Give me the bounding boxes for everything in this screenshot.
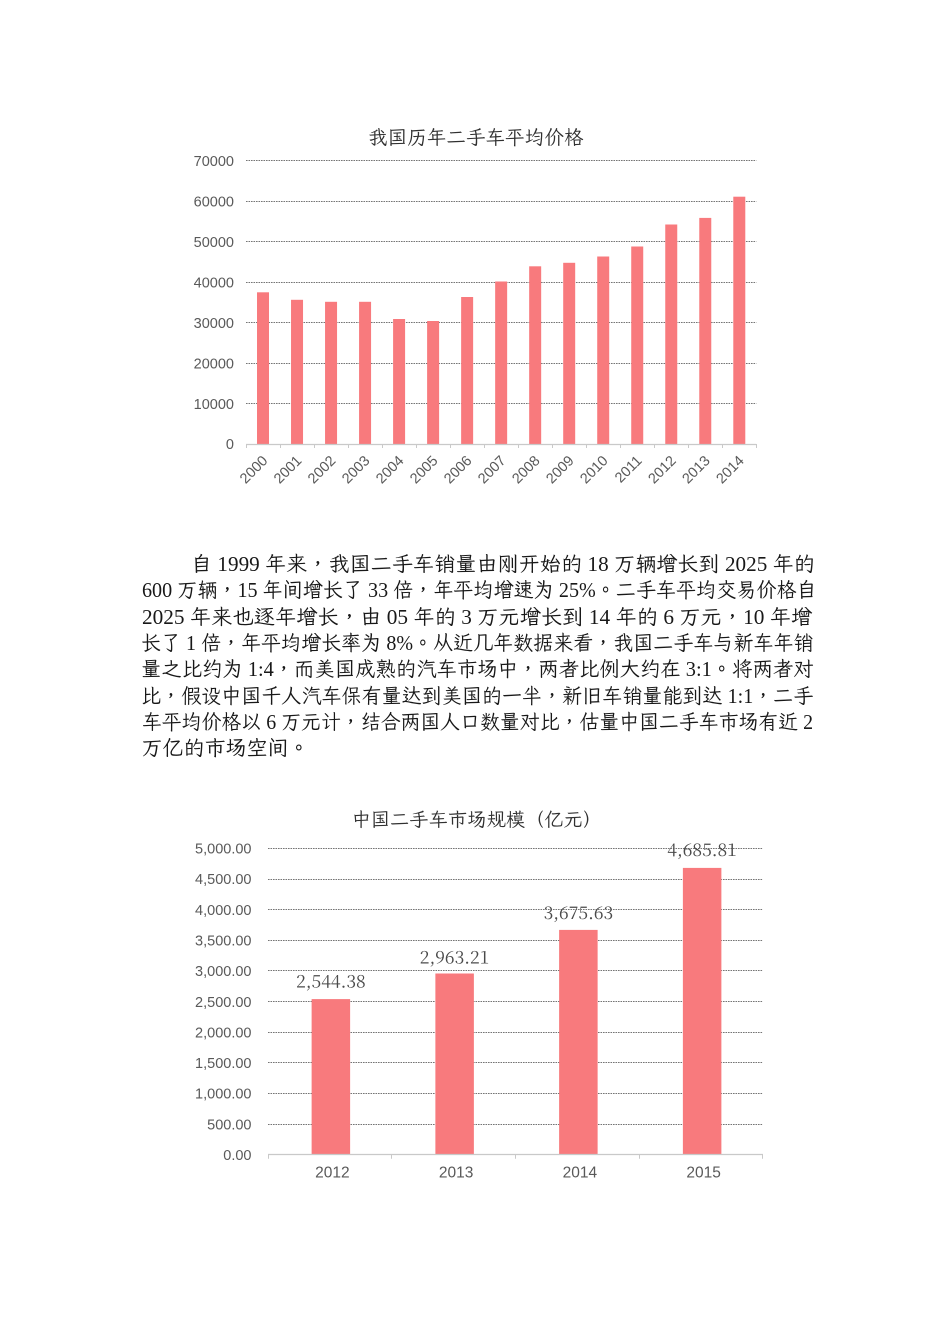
svg-text:4,500.00: 4,500.00 (195, 872, 251, 888)
svg-text:3,500.00: 3,500.00 (195, 934, 251, 950)
svg-text:2009: 2009 (543, 453, 577, 487)
svg-text:70000: 70000 (194, 154, 234, 170)
svg-text:2002: 2002 (305, 453, 339, 487)
svg-text:2,000.00: 2,000.00 (195, 1025, 251, 1041)
svg-text:4,685.81: 4,685.81 (667, 837, 737, 862)
svg-text:2013: 2013 (439, 1165, 473, 1182)
svg-text:2011: 2011 (612, 453, 645, 486)
svg-text:2004: 2004 (373, 453, 407, 487)
svg-text:0.00: 0.00 (223, 1148, 251, 1164)
svg-text:2005: 2005 (407, 453, 441, 487)
svg-text:2012: 2012 (645, 453, 679, 487)
svg-text:500.00: 500.00 (207, 1117, 251, 1133)
svg-text:1,500.00: 1,500.00 (195, 1056, 251, 1072)
svg-text:2001: 2001 (271, 453, 305, 487)
svg-text:40000: 40000 (194, 276, 234, 292)
svg-text:2003: 2003 (339, 453, 373, 487)
svg-text:50000: 50000 (194, 235, 234, 251)
svg-text:2,963.21: 2,963.21 (420, 945, 490, 970)
svg-text:2,500.00: 2,500.00 (195, 995, 251, 1011)
svg-text:20000: 20000 (194, 356, 234, 372)
svg-text:4,000.00: 4,000.00 (195, 903, 251, 919)
svg-text:2010: 2010 (577, 453, 611, 487)
svg-text:60000: 60000 (194, 195, 234, 211)
svg-text:3,675.63: 3,675.63 (544, 900, 614, 925)
svg-text:2013: 2013 (679, 453, 713, 487)
svg-text:2014: 2014 (713, 453, 747, 487)
svg-text:2006: 2006 (441, 453, 475, 487)
svg-text:2012: 2012 (315, 1165, 349, 1182)
svg-text:10000: 10000 (194, 397, 234, 413)
svg-text:2,544.38: 2,544.38 (296, 969, 366, 994)
svg-text:0: 0 (226, 437, 234, 453)
svg-text:2007: 2007 (475, 453, 509, 487)
svg-text:1,000.00: 1,000.00 (195, 1087, 251, 1103)
svg-text:3,000.00: 3,000.00 (195, 964, 251, 980)
svg-text:30000: 30000 (194, 316, 234, 332)
svg-text:2000: 2000 (237, 453, 271, 487)
svg-text:5,000.00: 5,000.00 (195, 842, 251, 858)
svg-text:2014: 2014 (563, 1165, 598, 1182)
svg-text:2008: 2008 (509, 453, 543, 487)
svg-text:2015: 2015 (686, 1165, 720, 1182)
